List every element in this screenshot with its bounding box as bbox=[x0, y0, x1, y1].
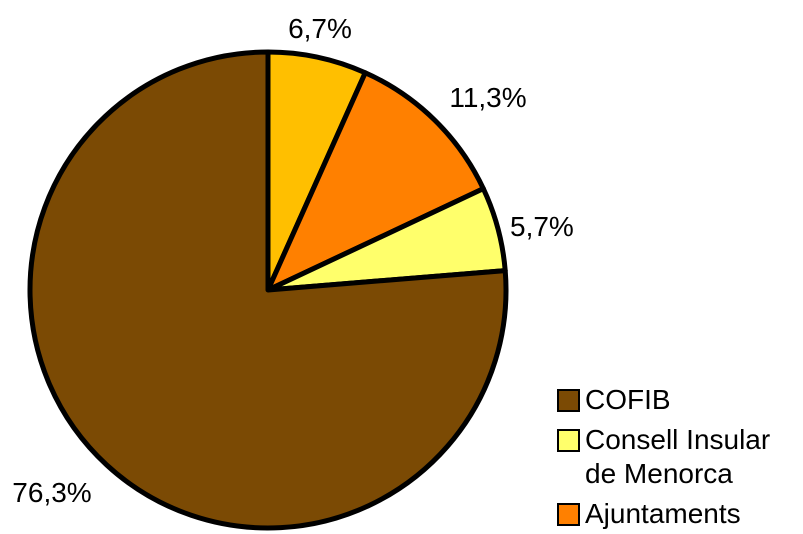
pie-slices bbox=[27, 49, 509, 531]
slice-value-labels: 6,7% 11,3% 5,7% 76,3% bbox=[12, 13, 574, 508]
pie-slice-4 bbox=[27, 49, 509, 531]
pie-slice-2 bbox=[265, 70, 486, 293]
slice-value-label-1: 6,7% bbox=[288, 13, 352, 44]
legend-entry-1: COFIB bbox=[557, 384, 671, 415]
slice-value-label-2: 11,3% bbox=[449, 82, 526, 113]
legend-swatch bbox=[557, 429, 580, 452]
slice-value-label-3: 5,7% bbox=[510, 211, 574, 242]
legend-entry-3: Ajuntaments bbox=[557, 498, 741, 529]
legend-swatch bbox=[557, 503, 580, 526]
legend-label: Consell Insular bbox=[585, 424, 770, 455]
legend-label: Ajuntaments bbox=[585, 498, 741, 529]
legend-label: COFIB bbox=[585, 384, 671, 415]
legend-label: de Menorca bbox=[585, 458, 733, 489]
slice-value-label-4: 76,3% bbox=[12, 477, 91, 508]
legend-swatch bbox=[557, 389, 580, 412]
